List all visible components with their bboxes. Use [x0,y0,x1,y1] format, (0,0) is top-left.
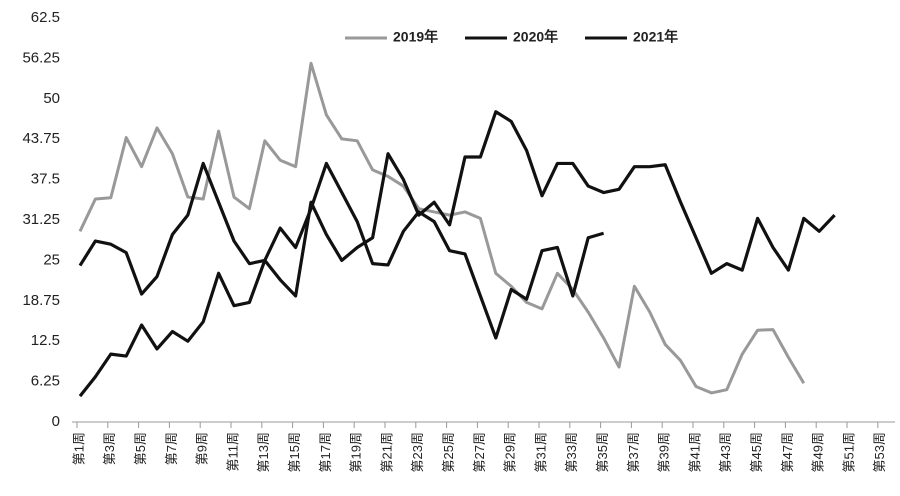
y-tick-label: 0 [52,413,60,430]
x-tick-label: 第33周 [564,432,579,472]
x-tick-label: 第31周 [533,432,548,472]
y-tick-label: 12.5 [31,332,60,349]
x-tick-label: 第15周 [287,432,302,472]
x-tick-label: 第11周 [225,432,240,472]
x-tick-label: 第41周 [687,432,702,472]
y-tick-label: 37.5 [31,171,60,188]
y-tick-label: 31.25 [22,211,60,228]
x-tick-label: 第47周 [780,432,795,472]
series-line [78,110,836,298]
y-tick-label: 50 [43,90,60,107]
x-tick-label: 第53周 [872,432,887,472]
series-line [78,61,806,395]
x-tick-label: 第39周 [657,432,672,472]
x-tick-label: 第29周 [503,432,518,472]
x-tick-label: 第49周 [811,432,826,472]
x-tick-label: 第21周 [379,432,394,472]
y-tick-label: 18.75 [22,292,60,309]
x-tick-label: 第5周 [133,432,148,465]
x-tick-label: 第1周 [71,432,86,465]
x-tick-label: 第35周 [595,432,610,472]
y-tick-label: 43.75 [22,130,60,147]
x-tick-label: 第45周 [749,432,764,472]
x-tick-label: 第19周 [349,432,364,472]
legend-label: 2021年 [633,29,678,45]
x-tick-label: 第43周 [718,432,733,472]
x-tick-label: 第27周 [472,432,487,472]
series-line [78,161,605,398]
x-tick-label: 第3周 [102,432,117,465]
legend-label: 2019年 [393,29,438,45]
x-tick-label: 第17周 [318,432,333,472]
legend-label: 2020年 [513,29,558,45]
y-tick-label: 56.25 [22,49,60,66]
x-tick-label: 第25周 [441,432,456,472]
y-tick-label: 62.5 [31,9,60,26]
x-tick-label: 第9周 [195,432,210,465]
y-tick-label: 25 [43,251,60,268]
x-tick-label: 第37周 [626,432,641,472]
x-tick-label: 第7周 [164,432,179,465]
x-tick-label: 第23周 [410,432,425,472]
y-tick-label: 6.25 [31,373,60,390]
x-tick-label: 第51周 [841,432,856,472]
x-tick-label: 第13周 [256,432,271,472]
